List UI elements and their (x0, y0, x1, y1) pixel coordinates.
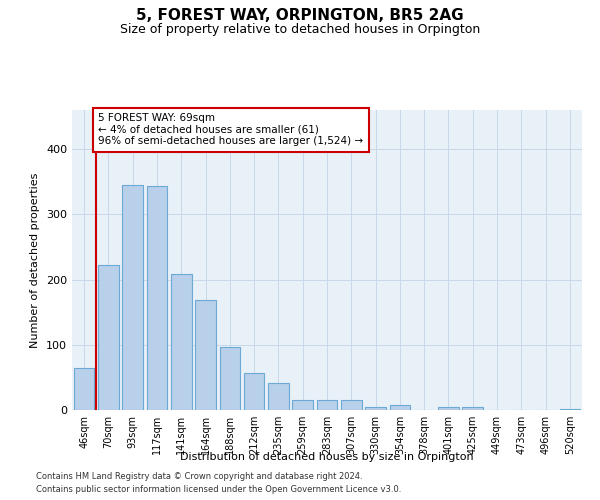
Bar (195, 300, 216, 410)
Bar (122, 185, 143, 410)
Bar (98, 265, 119, 410)
Text: 5 FOREST WAY: 69sqm
← 4% of detached houses are smaller (61)
96% of semi-detache: 5 FOREST WAY: 69sqm ← 4% of detached hou… (98, 114, 364, 146)
Bar (146, 186, 167, 410)
Bar (317, 400, 337, 410)
Bar (220, 346, 240, 410)
Bar (438, 406, 459, 410)
Bar (74, 368, 94, 410)
Text: Contains public sector information licensed under the Open Government Licence v3: Contains public sector information licen… (36, 485, 401, 494)
Text: Distribution of detached houses by size in Orpington: Distribution of detached houses by size … (180, 452, 474, 462)
Text: Size of property relative to detached houses in Orpington: Size of property relative to detached ho… (120, 22, 480, 36)
Y-axis label: Number of detached properties: Number of detached properties (31, 172, 40, 348)
Bar (341, 400, 362, 410)
Text: Contains HM Land Registry data © Crown copyright and database right 2024.: Contains HM Land Registry data © Crown c… (36, 472, 362, 481)
Bar (171, 274, 191, 410)
Bar (365, 406, 386, 410)
Bar (268, 382, 289, 410)
Bar (463, 406, 483, 410)
Text: 5, FOREST WAY, ORPINGTON, BR5 2AG: 5, FOREST WAY, ORPINGTON, BR5 2AG (136, 8, 464, 22)
Bar (244, 373, 265, 410)
Bar (292, 400, 313, 410)
Bar (560, 408, 580, 410)
Bar (389, 405, 410, 410)
